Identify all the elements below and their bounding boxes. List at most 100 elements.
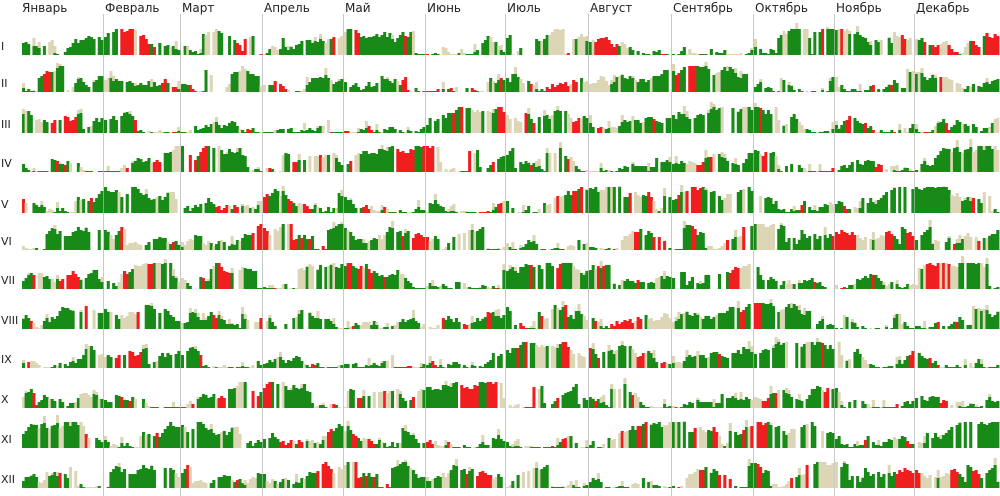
day-bar: [936, 397, 940, 408]
day-bar: [259, 474, 263, 488]
day-bar: [48, 476, 52, 488]
day-bar: [663, 486, 667, 488]
day-bar: [212, 394, 216, 408]
day-bar: [519, 345, 523, 368]
day-bar: [53, 71, 57, 92]
day-bar: [787, 212, 791, 213]
day-bar: [750, 426, 754, 448]
day-bar: [422, 127, 426, 133]
day-bar: [364, 151, 368, 172]
day-bar: [462, 365, 466, 368]
day-bar: [696, 283, 700, 289]
day-bar: [944, 41, 948, 55]
day-bar: [235, 324, 239, 329]
day-bar: [284, 445, 288, 448]
day-bar: [808, 311, 812, 329]
day-bar: [391, 146, 395, 172]
day-bar: [766, 398, 770, 408]
day-bar: [529, 447, 533, 448]
day-bar: [942, 119, 946, 133]
day-bar: [66, 275, 70, 289]
day-bar: [696, 165, 700, 172]
day-bar: [923, 476, 927, 488]
day-bar: [988, 127, 992, 133]
day-bar: [772, 50, 776, 55]
day-bar: [69, 236, 73, 250]
day-bar: [316, 249, 320, 250]
day-bar: [431, 54, 435, 55]
day-bar: [428, 387, 432, 408]
day-bar: [48, 42, 52, 55]
day-bar: [777, 91, 781, 92]
day-bar: [332, 263, 336, 289]
day-bar: [42, 207, 46, 213]
day-bar: [772, 484, 776, 488]
day-bar: [404, 431, 408, 448]
day-bar: [58, 211, 62, 213]
day-bar: [511, 54, 515, 55]
day-bar: [191, 404, 195, 408]
day-bar: [527, 446, 531, 448]
day-bar: [845, 444, 849, 448]
day-bar: [761, 280, 765, 289]
day-bar: [494, 249, 498, 250]
day-bar: [739, 53, 743, 55]
day-bar: [726, 161, 730, 172]
day-bar: [246, 443, 250, 448]
day-bar: [71, 271, 75, 289]
day-bar: [717, 475, 721, 488]
day-bar: [720, 356, 724, 368]
day-bar: [933, 433, 938, 448]
day-bar: [281, 284, 285, 289]
day-bar: [898, 130, 902, 133]
day-bar: [460, 49, 464, 55]
day-bar: [37, 402, 41, 408]
day-bar: [502, 156, 506, 172]
day-bar: [607, 265, 611, 289]
day-bar: [887, 132, 891, 133]
day-bar: [861, 326, 865, 329]
day-bar: [199, 236, 203, 250]
day-bar: [961, 153, 965, 172]
day-bar: [144, 468, 148, 488]
day-bar: [35, 205, 39, 213]
day-bar: [704, 190, 708, 213]
day-bar: [92, 39, 96, 55]
day-bar: [139, 83, 143, 92]
day-bar: [821, 132, 825, 133]
day-bar: [636, 166, 640, 172]
day-bar: [704, 275, 708, 289]
day-bar: [599, 248, 603, 250]
day-bar: [784, 435, 788, 448]
day-bar: [826, 349, 830, 368]
day-bar: [974, 264, 978, 289]
day-bar: [853, 323, 857, 329]
day-bar-overlay: [936, 121, 940, 123]
day-bar-overlay: [980, 359, 984, 364]
day-bar: [398, 394, 402, 408]
day-bar: [869, 274, 873, 289]
day-bar: [782, 431, 786, 448]
day-bar: [449, 444, 453, 448]
day-bar: [268, 85, 272, 92]
day-bar-overlay: [305, 77, 309, 85]
day-bar: [942, 148, 946, 172]
day-bar: [171, 132, 175, 133]
day-bar: [97, 399, 101, 408]
day-bar-overlay: [779, 344, 783, 345]
day-bar: [349, 430, 353, 448]
day-bar: [660, 208, 664, 213]
day-bar: [657, 486, 661, 488]
day-bar: [810, 389, 814, 408]
day-bar: [626, 197, 630, 213]
day-bar: [556, 348, 560, 368]
day-bar: [431, 444, 435, 448]
day-bar: [279, 227, 283, 250]
day-bar: [104, 357, 108, 368]
day-bar: [850, 322, 854, 329]
day-bar: [690, 277, 694, 289]
day-bar: [906, 470, 910, 488]
day-bar: [273, 288, 277, 289]
day-bar: [895, 364, 899, 368]
day-bar: [947, 430, 951, 448]
